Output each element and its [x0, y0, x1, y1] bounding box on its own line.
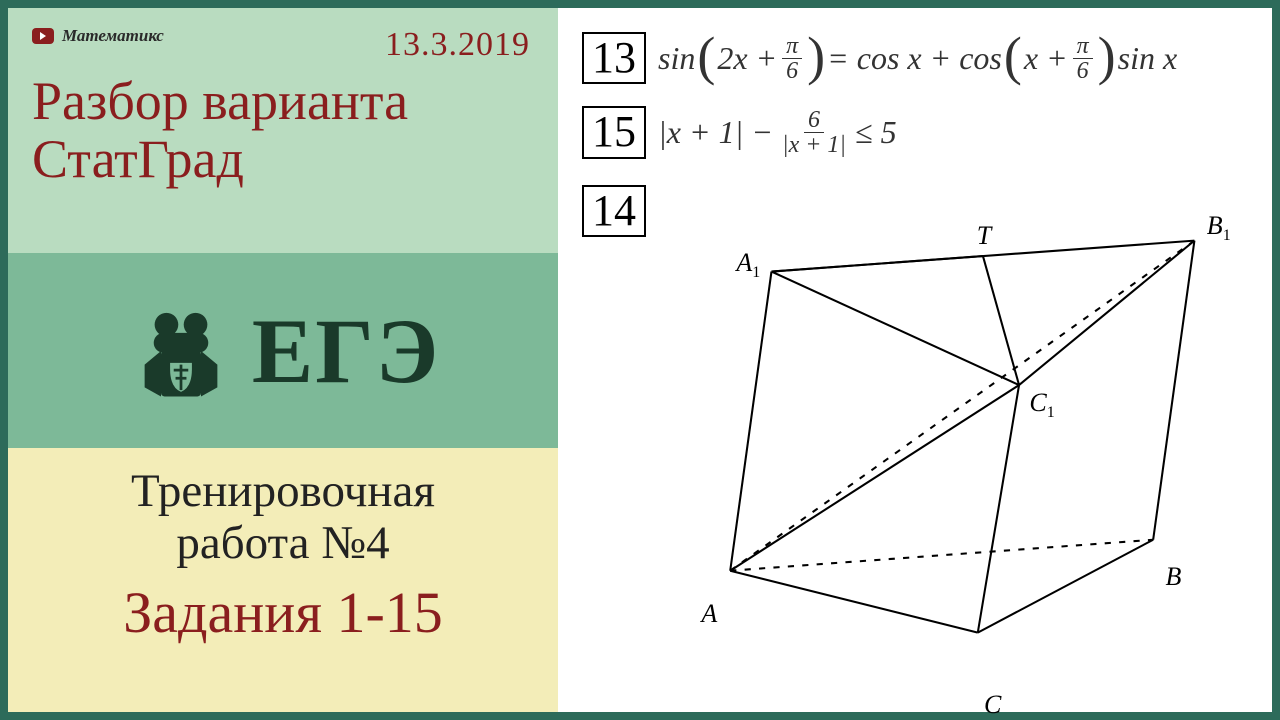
vertex-label-A1: A1 — [736, 248, 760, 282]
vertex-label-C: C — [984, 690, 1001, 720]
vertex-label-C1: C1 — [1029, 388, 1054, 422]
problem-number-13: 13 — [582, 32, 646, 84]
problem-15: 15 |x + 1| − 6 |x + 1| ≤ 5 — [582, 106, 1246, 158]
channel-name: Математикс — [62, 26, 164, 46]
right-column: 13 sin ( 2x + π 6 ) = cos x + cos ( x + … — [558, 8, 1272, 712]
main-title: Разбор варианта СтатГрад — [32, 72, 534, 189]
work-line2: работа №4 — [176, 517, 389, 569]
problem-14: 14 ABCA1B1C1T — [582, 181, 1246, 692]
prism-diagram: ABCA1B1C1T — [658, 181, 1246, 692]
vertex-label-B: B — [1166, 562, 1182, 592]
header-block: Математикс 13.3.2019 Разбор варианта Ста… — [8, 8, 558, 253]
vertex-label-T: T — [977, 221, 991, 251]
vertex-label-A: A — [701, 599, 717, 629]
problem-number-15: 15 — [582, 106, 646, 158]
left-column: Математикс 13.3.2019 Разбор варианта Ста… — [8, 8, 558, 712]
work-title: Тренировочная работа №4 — [32, 466, 534, 569]
vertex-label-B1: B1 — [1207, 211, 1231, 245]
outer-frame: Математикс 13.3.2019 Разбор варианта Ста… — [0, 0, 1280, 720]
date-text: 13.3.2019 — [385, 26, 530, 64]
youtube-icon — [32, 28, 54, 44]
formula-15: |x + 1| − 6 |x + 1| ≤ 5 — [658, 108, 897, 157]
problem-number-14: 14 — [582, 185, 646, 237]
problem-13: 13 sin ( 2x + π 6 ) = cos x + cos ( x + … — [582, 32, 1246, 84]
bottom-block: Тренировочная работа №4 Задания 1-15 — [8, 448, 558, 712]
ege-label: ЕГЭ — [252, 298, 440, 404]
formula-13: sin ( 2x + π 6 ) = cos x + cos ( x + π 6… — [658, 34, 1177, 83]
ege-logo-icon — [126, 301, 236, 401]
work-line1: Тренировочная — [131, 465, 435, 517]
title-line1: Разбор варианта — [32, 71, 408, 131]
ege-block: ЕГЭ — [8, 253, 558, 448]
title-line2: СтатГрад — [32, 129, 244, 189]
tasks-range: Задания 1-15 — [32, 579, 534, 646]
